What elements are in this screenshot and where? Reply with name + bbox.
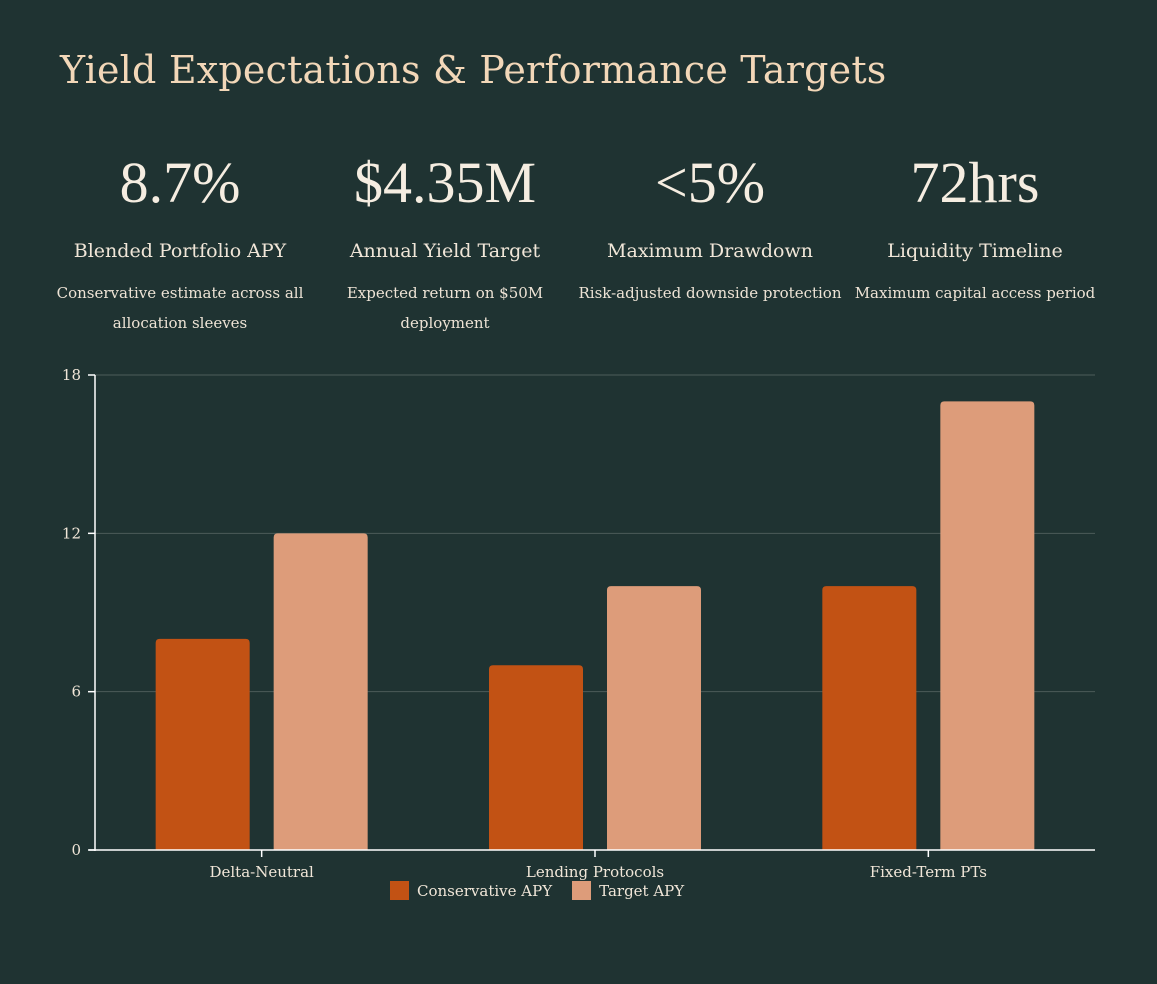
bar-target[interactable] bbox=[940, 401, 1035, 850]
bar-target[interactable] bbox=[607, 586, 701, 850]
kpi-value: 72hrs bbox=[910, 150, 1040, 215]
legend-label: Target APY bbox=[599, 881, 685, 900]
bar-conservative[interactable] bbox=[155, 638, 250, 850]
kpi-description: Maximum capital access period bbox=[854, 284, 1096, 302]
kpi-label: Maximum Drawdown bbox=[607, 240, 813, 262]
bar-target[interactable] bbox=[273, 533, 368, 850]
kpi-label: Blended Portfolio APY bbox=[73, 240, 287, 262]
legend-item-conservative[interactable]: Conservative APY bbox=[390, 881, 552, 900]
kpi-value: $4.35M bbox=[353, 150, 537, 215]
kpi-card-annual-yield: $4.35M Annual Yield Target Expected retu… bbox=[313, 148, 577, 338]
y-tick-label: 6 bbox=[71, 683, 81, 701]
legend-swatch-target bbox=[572, 881, 592, 900]
y-tick-label: 18 bbox=[62, 366, 81, 384]
x-tick-label: Fixed-Term PTs bbox=[870, 863, 987, 881]
bar-conservative[interactable] bbox=[822, 586, 917, 850]
kpi-description: Expected return on $50M deployment bbox=[346, 284, 544, 332]
legend-item-target[interactable]: Target APY bbox=[572, 881, 684, 900]
chart-legend: Conservative APY Target APY bbox=[390, 881, 704, 900]
x-tick-label: Lending Protocols bbox=[526, 863, 664, 881]
kpi-value: <5% bbox=[654, 150, 766, 215]
kpi-card-blended-apy: 8.7% Blended Portfolio APY Conservative … bbox=[48, 148, 312, 338]
kpi-value: 8.7% bbox=[119, 150, 241, 215]
y-tick-label: 0 bbox=[71, 841, 81, 859]
kpi-card-max-drawdown: <5% Maximum Drawdown Risk-adjusted downs… bbox=[578, 148, 842, 308]
page-title: Yield Expectations & Performance Targets bbox=[60, 48, 887, 92]
legend-label: Conservative APY bbox=[417, 881, 553, 900]
kpi-row: 8.7% Blended Portfolio APY Conservative … bbox=[48, 148, 1108, 348]
kpi-card-liquidity: 72hrs Liquidity Timeline Maximum capital… bbox=[843, 148, 1107, 308]
legend-swatch-conservative bbox=[390, 881, 409, 900]
x-tick-label: Delta-Neutral bbox=[209, 863, 314, 881]
kpi-label: Liquidity Timeline bbox=[887, 240, 1063, 262]
kpi-description: Risk-adjusted downside protection bbox=[578, 284, 842, 302]
kpi-label: Annual Yield Target bbox=[349, 240, 541, 262]
y-tick-label: 12 bbox=[62, 524, 81, 542]
kpi-description: Conservative estimate across all allocat… bbox=[56, 284, 304, 332]
bar-conservative[interactable] bbox=[489, 665, 583, 850]
